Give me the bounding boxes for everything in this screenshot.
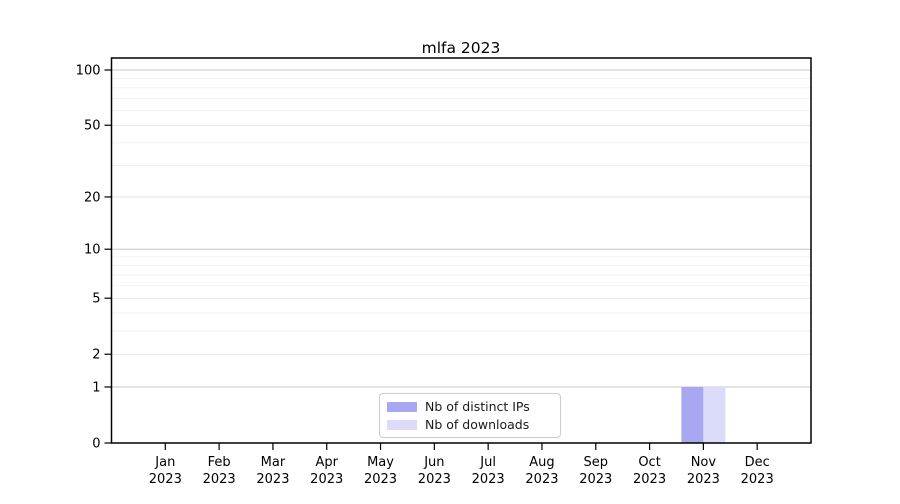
x-tick-label-month-dec: Dec (745, 455, 770, 470)
x-tick-label-year-oct: 2023 (633, 472, 666, 487)
x-tick-label-year-sep: 2023 (579, 472, 612, 487)
x-tick-label-year-jan: 2023 (149, 472, 182, 487)
x-tick-label-year-jun: 2023 (418, 472, 451, 487)
x-tick-label-month-jul: Jul (479, 455, 496, 470)
x-tick-label-month-jan: Jan (154, 455, 175, 470)
y-tick-label-100: 100 (76, 64, 101, 79)
y-tick-label-20: 20 (84, 190, 101, 205)
bars-layer (681, 386, 726, 443)
plot-spines (110, 57, 812, 444)
legend-entry-distinct-ips: Nb of distinct IPs (387, 399, 552, 414)
y-tick-label-1: 1 (92, 380, 100, 395)
x-tick-label-year-apr: 2023 (310, 472, 343, 487)
x-tick-label-month-may: May (367, 455, 394, 470)
legend: Nb of distinct IPs Nb of downloads (379, 393, 561, 438)
x-tick-label-year-nov: 2023 (687, 472, 720, 487)
bar-nb-of-distinct-ips-nov (681, 386, 704, 443)
legend-label-distinct-ips: Nb of distinct IPs (425, 399, 530, 414)
y-tick-label-10: 10 (84, 243, 101, 258)
y-tick-label-5: 5 (92, 292, 100, 307)
legend-entry-downloads: Nb of downloads (387, 417, 552, 432)
gridlines-layer (111, 69, 811, 388)
ticks-layer (104, 69, 758, 450)
x-tick-label-year-dec: 2023 (741, 472, 774, 487)
legend-swatch-downloads (387, 419, 417, 430)
y-tick-label-50: 50 (84, 119, 101, 134)
x-tick-label-month-feb: Feb (208, 455, 231, 470)
legend-label-downloads: Nb of downloads (425, 417, 530, 432)
x-tick-label-month-nov: Nov (691, 455, 717, 470)
x-tick-label-year-aug: 2023 (525, 472, 558, 487)
x-tick-label-month-mar: Mar (261, 455, 286, 470)
bar-nb-of-downloads-nov (703, 386, 726, 443)
x-tick-label-month-oct: Oct (638, 455, 660, 470)
x-tick-label-year-feb: 2023 (203, 472, 236, 487)
x-tick-label-month-sep: Sep (584, 455, 609, 470)
x-tick-label-month-jun: Jun (423, 455, 444, 470)
axes-layer (110, 57, 812, 444)
x-tick-label-month-apr: Apr (315, 455, 338, 470)
tick-labels-layer: 0 1 2 5 10 20 50 100 Jan 2023 Feb 2023 Mar 2023 Apr 202… (76, 64, 774, 488)
chart-title: mlfa 2023 (422, 39, 501, 57)
legend-swatch-distinct-ips (387, 401, 417, 412)
x-tick-label-year-may: 2023 (364, 472, 397, 487)
x-tick-label-year-mar: 2023 (256, 472, 289, 487)
y-tick-label-0: 0 (92, 437, 100, 452)
y-tick-label-2: 2 (92, 348, 100, 363)
x-tick-label-month-aug: Aug (529, 455, 554, 470)
x-tick-label-year-jul: 2023 (472, 472, 505, 487)
